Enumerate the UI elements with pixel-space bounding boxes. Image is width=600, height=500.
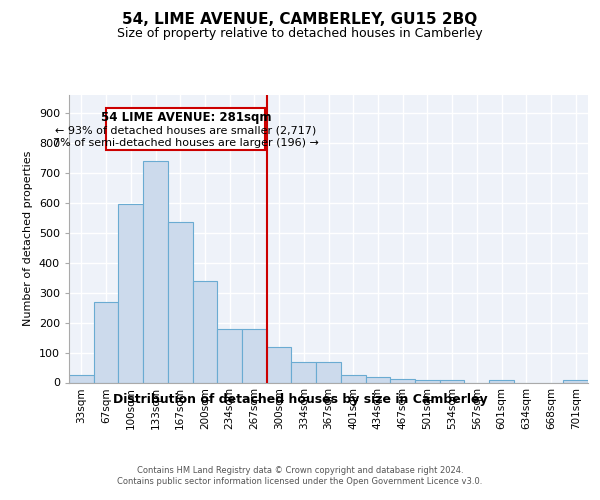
Bar bbox=[365, 376, 390, 382]
Bar bbox=[316, 362, 341, 382]
Bar bbox=[118, 204, 143, 382]
Bar bbox=[106, 108, 265, 150]
Bar bbox=[440, 380, 464, 382]
Bar bbox=[94, 302, 118, 382]
Text: Contains HM Land Registry data © Crown copyright and database right 2024.: Contains HM Land Registry data © Crown c… bbox=[137, 466, 463, 475]
Text: 54, LIME AVENUE, CAMBERLEY, GU15 2BQ: 54, LIME AVENUE, CAMBERLEY, GU15 2BQ bbox=[122, 12, 478, 28]
Bar bbox=[415, 380, 440, 382]
Text: 54 LIME AVENUE: 281sqm: 54 LIME AVENUE: 281sqm bbox=[101, 111, 271, 124]
Bar bbox=[563, 380, 588, 382]
Bar bbox=[267, 346, 292, 382]
Bar bbox=[242, 328, 267, 382]
Bar bbox=[168, 222, 193, 382]
Text: 7% of semi-detached houses are larger (196) →: 7% of semi-detached houses are larger (1… bbox=[53, 138, 319, 148]
Text: Size of property relative to detached houses in Camberley: Size of property relative to detached ho… bbox=[117, 26, 483, 40]
Text: Contains public sector information licensed under the Open Government Licence v3: Contains public sector information licen… bbox=[118, 478, 482, 486]
Bar bbox=[143, 161, 168, 382]
Bar bbox=[292, 362, 316, 382]
Bar bbox=[69, 375, 94, 382]
Text: ← 93% of detached houses are smaller (2,717): ← 93% of detached houses are smaller (2,… bbox=[55, 126, 316, 136]
Bar bbox=[489, 380, 514, 382]
Bar bbox=[217, 328, 242, 382]
Bar bbox=[193, 282, 217, 382]
Bar bbox=[390, 378, 415, 382]
Bar bbox=[341, 375, 365, 382]
Y-axis label: Number of detached properties: Number of detached properties bbox=[23, 151, 33, 326]
Text: Distribution of detached houses by size in Camberley: Distribution of detached houses by size … bbox=[113, 392, 487, 406]
